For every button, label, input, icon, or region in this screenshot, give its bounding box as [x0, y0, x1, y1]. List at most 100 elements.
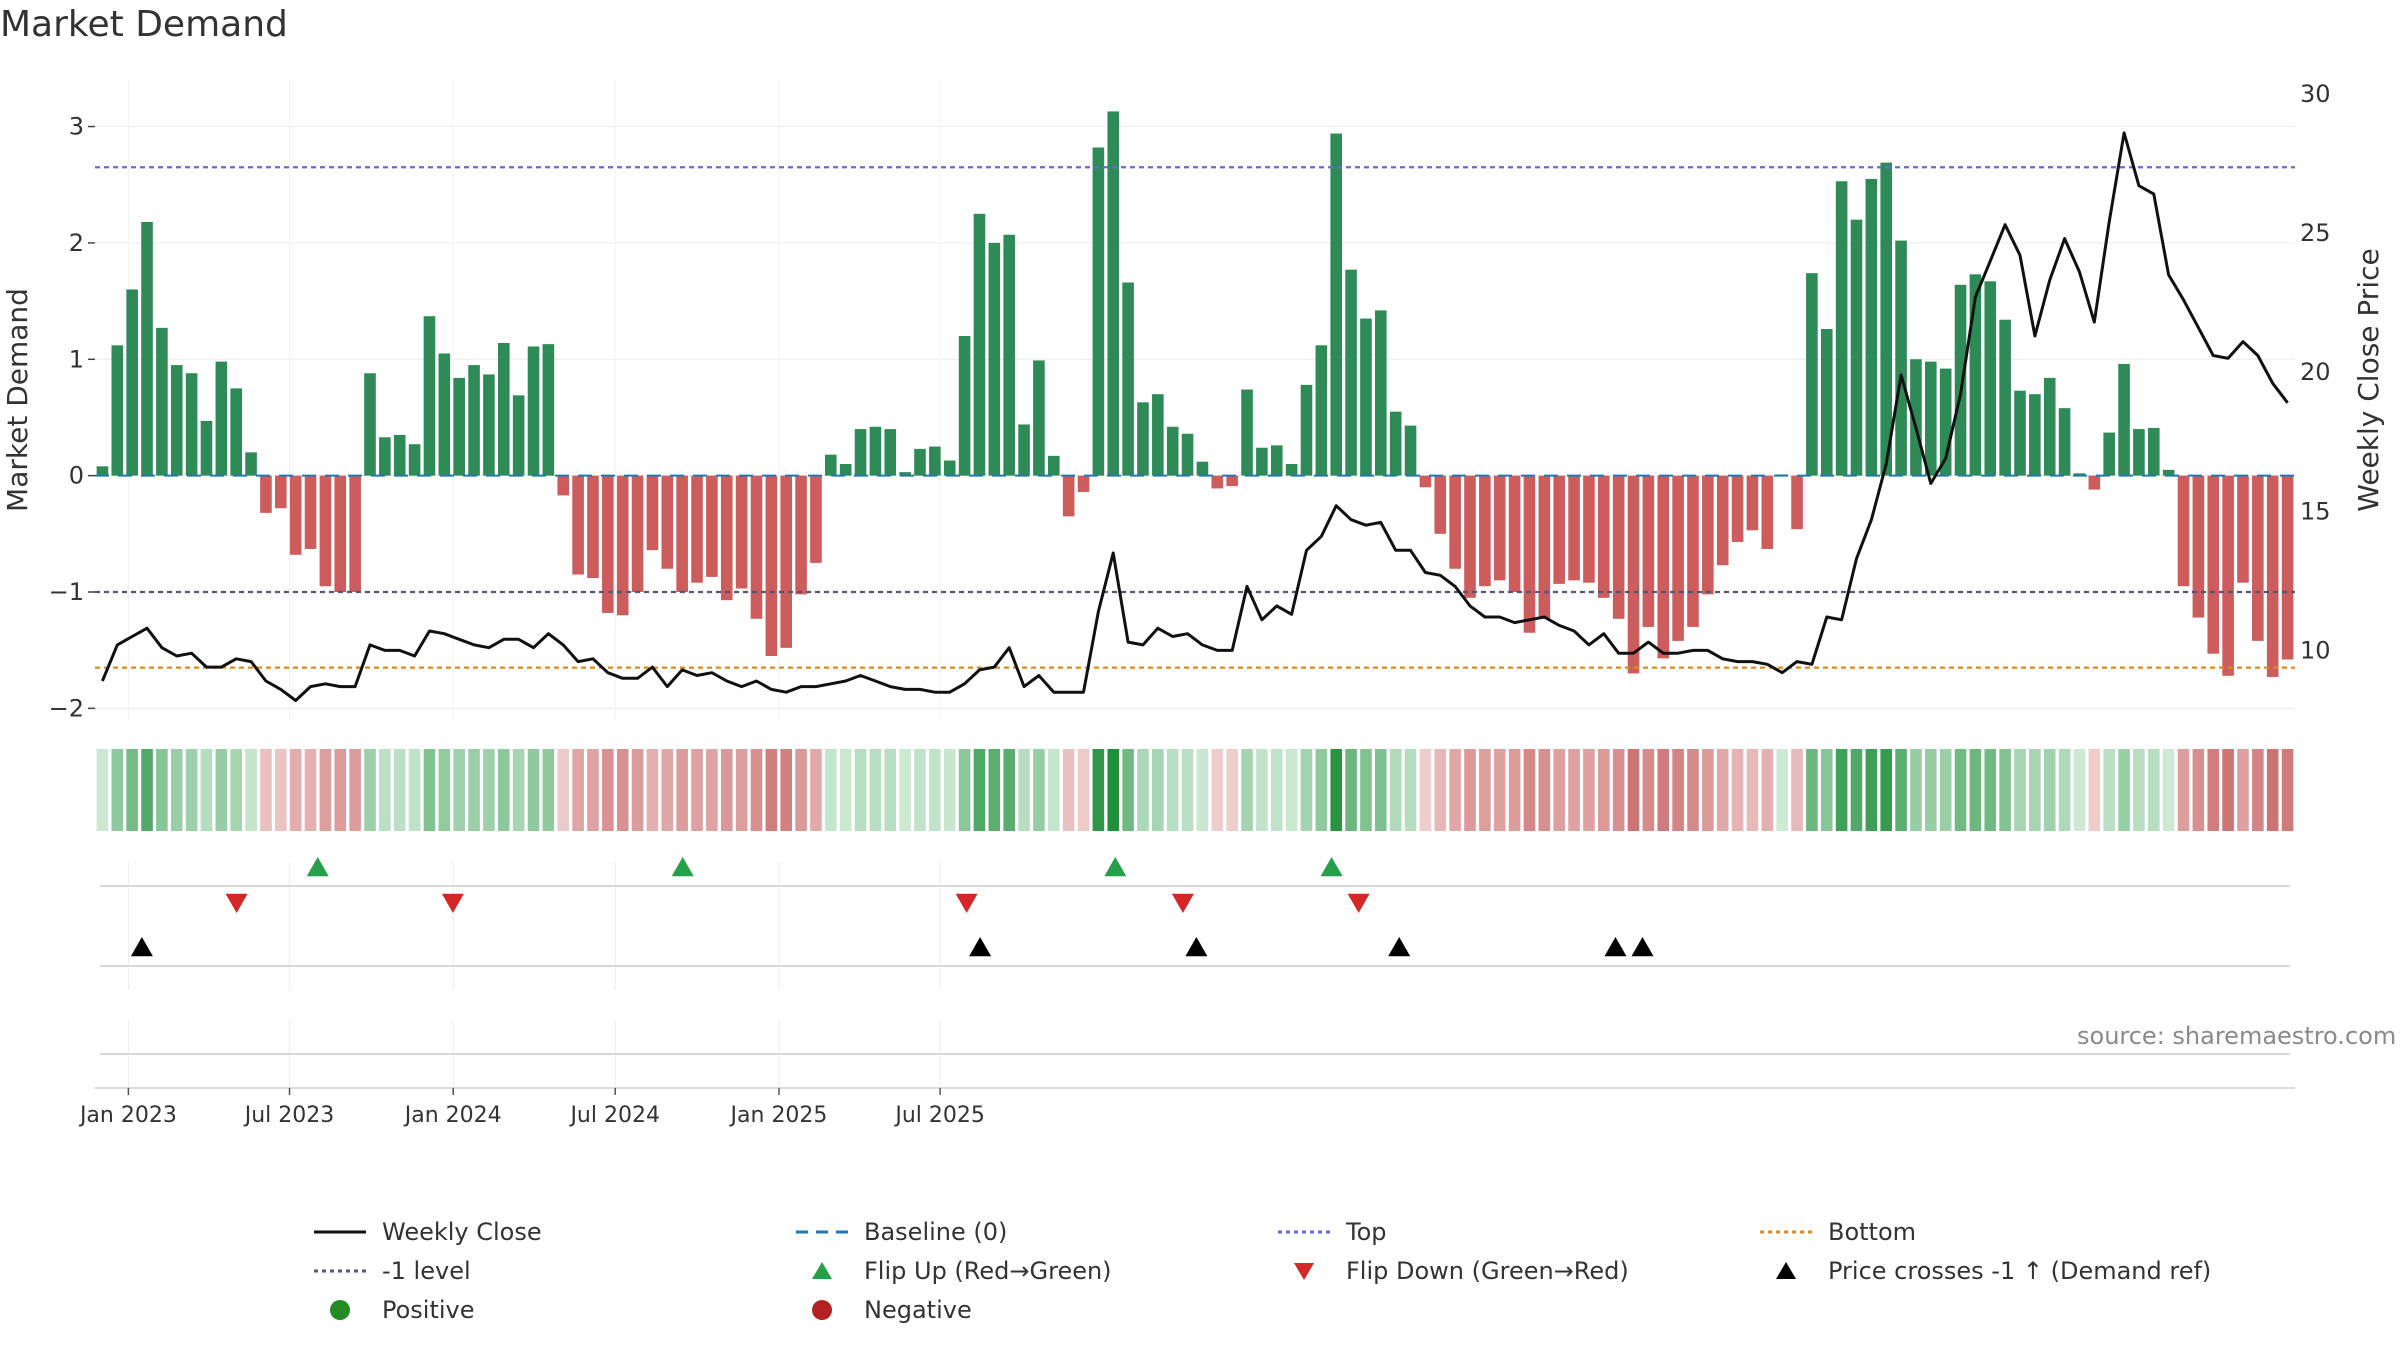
heat-cell	[2237, 749, 2249, 831]
left-tick-label: −1	[49, 578, 84, 606]
heat-cell	[780, 749, 793, 831]
demand-bar	[1226, 475, 1238, 487]
demand-bar	[275, 475, 287, 509]
heat-cell	[958, 749, 971, 831]
demand-bar	[2177, 475, 2190, 587]
demand-bar	[512, 395, 525, 476]
cross-marker	[1631, 937, 1654, 957]
cross-marker	[1388, 937, 1411, 957]
heat-cell	[2043, 749, 2056, 831]
heat-cell	[1419, 749, 1432, 831]
demand-bar	[1003, 234, 1015, 476]
heat-cell	[1479, 749, 1491, 831]
demand-bar	[1835, 181, 1848, 476]
flip-down-marker	[1171, 893, 1194, 913]
demand-bar	[1404, 425, 1417, 476]
demand-bar	[1716, 475, 1729, 566]
heat-cell	[527, 749, 540, 831]
heat-cell	[839, 749, 852, 831]
demand-bar	[1256, 447, 1268, 476]
heat-cell	[750, 749, 763, 831]
x-tick-label: Jul 2025	[893, 1103, 985, 1128]
x-tick-label: Jan 2023	[78, 1103, 177, 1128]
legend-positive: Positive	[310, 1296, 792, 1324]
right-tick-label: 30	[2300, 80, 2331, 108]
demand-bar	[869, 426, 882, 476]
heat-cell	[1300, 749, 1313, 831]
demand-bar	[2252, 475, 2264, 641]
heat-cell	[1018, 749, 1030, 831]
heat-cell	[215, 749, 228, 831]
demand-bar	[2133, 429, 2145, 476]
left-tick-label: 1	[69, 345, 84, 373]
demand-bar	[1880, 162, 1893, 476]
axes: −2 −1 0 1 2 3 10 15 20 25 30 Market Demand Weekly Cl…	[1, 80, 2385, 1128]
demand-bar	[1568, 475, 1580, 581]
legend-flip-down: Flip Down (Green→Red)	[1274, 1257, 1756, 1285]
demand-bar	[1047, 455, 1060, 476]
demand-bar	[780, 475, 793, 648]
heat-cell	[230, 749, 243, 831]
heat-cell	[1062, 749, 1075, 831]
demand-bar	[1508, 475, 1521, 592]
legend-flip-up: Flip Up (Red→Green)	[792, 1257, 1274, 1285]
demand-bar	[2103, 432, 2115, 476]
heat-cell	[1196, 749, 1209, 831]
demand-bar	[1657, 475, 1670, 659]
demand-bar	[765, 475, 778, 656]
demand-bar	[958, 336, 971, 476]
heat-cell	[126, 749, 138, 831]
demand-bar	[438, 353, 451, 476]
heat-cell	[884, 749, 897, 831]
heat-cell	[170, 749, 183, 831]
heat-cell	[1241, 749, 1253, 831]
heat-cell	[1360, 749, 1372, 831]
heat-cell	[1895, 749, 1907, 831]
heat-cell	[1315, 749, 1328, 831]
gridlines	[95, 80, 2295, 1090]
demand-bar	[1434, 475, 1447, 534]
chart-title: Market Demand	[0, 4, 288, 45]
heat-cell	[661, 749, 674, 831]
demand-bar	[1464, 475, 1476, 598]
event-markers	[130, 857, 1654, 957]
demand-bar	[468, 365, 480, 476]
heat-cell	[408, 749, 421, 831]
heat-cell	[111, 749, 124, 831]
legend-minus1: -1 level	[310, 1257, 792, 1285]
demand-bar	[230, 388, 243, 476]
demand-bar	[899, 472, 911, 476]
flip-up-marker	[1320, 857, 1343, 877]
heat-cell	[1702, 749, 1714, 831]
demand-bar	[1270, 445, 1283, 476]
demand-bar	[825, 454, 837, 476]
demand-bar	[1062, 475, 1075, 517]
demand-bar	[1999, 319, 2011, 476]
demand-bar	[1523, 475, 1536, 633]
demand-bar	[1300, 384, 1313, 476]
legend-baseline-label: Baseline (0)	[864, 1217, 1008, 1246]
heat-cell	[973, 749, 986, 831]
demand-bar	[1211, 475, 1224, 489]
demand-bar	[2058, 408, 2071, 476]
heat-cell	[319, 749, 332, 831]
demand-bar	[735, 475, 748, 589]
heat-cell	[141, 749, 153, 831]
demand-bar	[2192, 475, 2205, 618]
demand-bar	[1627, 475, 1640, 674]
flip-down-marker	[441, 893, 464, 913]
demand-bar	[1285, 464, 1298, 476]
demand-bar	[1493, 475, 1506, 581]
demand-bar	[720, 475, 733, 601]
legend-cross: Price crosses -1 ↑ (Demand ref)	[1756, 1257, 2238, 1285]
heat-cell	[468, 749, 480, 831]
demand-bar	[393, 434, 406, 476]
heat-cell	[334, 749, 347, 831]
demand-bar	[1820, 329, 1833, 476]
demand-bar	[1939, 368, 1952, 476]
heat-cell	[423, 749, 436, 831]
heat-cell	[1925, 749, 1937, 831]
heat-cell	[438, 749, 451, 831]
demand-bar	[96, 466, 109, 476]
heat-cell	[1939, 749, 1952, 831]
